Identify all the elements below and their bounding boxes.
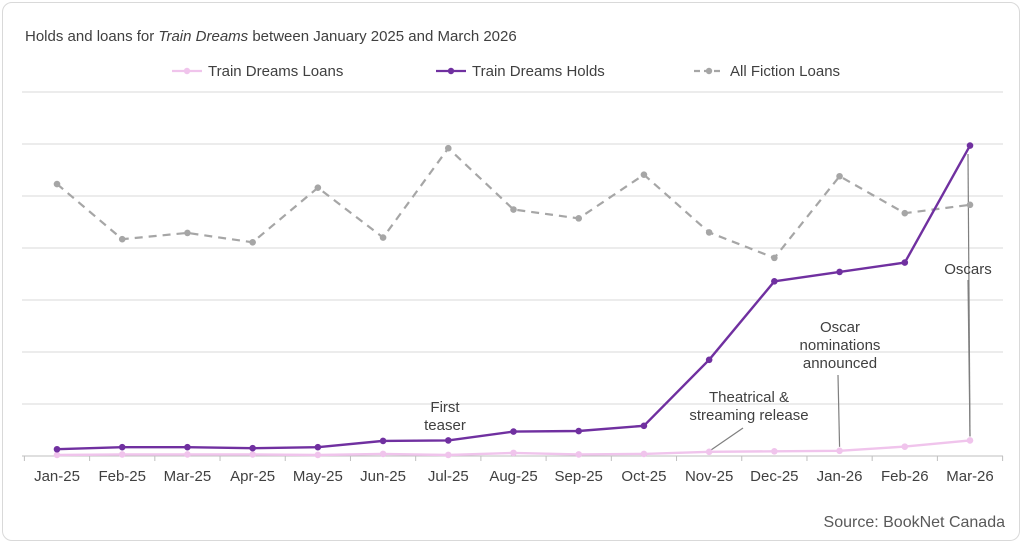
data-point bbox=[640, 450, 648, 458]
data-point bbox=[640, 422, 648, 430]
data-point bbox=[118, 235, 126, 243]
legend: Train Dreams Loans Train Dreams Holds All … bbox=[172, 63, 840, 80]
data-point bbox=[966, 437, 974, 444]
data-point bbox=[249, 444, 256, 452]
data-point bbox=[510, 449, 517, 457]
series-line bbox=[56, 147, 971, 259]
chart-title: Holds and loans for Train Dreams between… bbox=[25, 28, 517, 45]
annotation-label: Theatrical & streaming release bbox=[689, 389, 808, 424]
data-point bbox=[771, 277, 778, 285]
legend-swatch-marker bbox=[705, 67, 713, 75]
x-tick-label: May-25 bbox=[293, 468, 343, 485]
data-point bbox=[836, 172, 843, 180]
chart-title-prefix: Holds and loans for bbox=[25, 28, 158, 45]
x-tick-label: Oct-25 bbox=[621, 468, 666, 485]
data-point bbox=[444, 144, 452, 152]
annotation-leader bbox=[837, 374, 841, 447]
data-point bbox=[249, 451, 256, 458]
legend-swatch-marker bbox=[183, 67, 191, 75]
data-point bbox=[379, 450, 387, 458]
data-point bbox=[314, 184, 322, 191]
legend-item: All Fiction Loans bbox=[694, 63, 840, 80]
data-point bbox=[53, 445, 61, 453]
data-point bbox=[901, 209, 909, 217]
x-tick-label: Mar-25 bbox=[164, 468, 212, 485]
x-tick-label: Jan-26 bbox=[817, 468, 863, 485]
data-point bbox=[705, 356, 713, 364]
series-train-dreams-loans bbox=[53, 437, 974, 459]
data-point bbox=[966, 142, 974, 149]
series-all-fiction-loans bbox=[53, 144, 974, 262]
legend-label: All Fiction Loans bbox=[730, 63, 840, 80]
legend-item: Train Dreams Loans bbox=[172, 63, 343, 80]
annotation-label: Oscars bbox=[944, 261, 992, 278]
data-point bbox=[705, 229, 713, 236]
x-tick-label: Jul-25 bbox=[428, 468, 469, 485]
data-point bbox=[836, 447, 843, 455]
data-point bbox=[575, 451, 583, 458]
data-point bbox=[118, 443, 126, 451]
x-tick-label: Nov-25 bbox=[685, 468, 733, 485]
x-tick-label: Jun-25 bbox=[360, 468, 406, 485]
data-point bbox=[53, 451, 61, 459]
data-point bbox=[640, 171, 648, 178]
x-axis-tick-labels: Jan-25 Feb-25 Mar-25 Apr-25 May-25 Jun-25 Jul-… bbox=[34, 468, 994, 485]
gridlines bbox=[22, 91, 1004, 461]
data-point bbox=[771, 448, 778, 455]
x-tick-label: Mar-26 bbox=[946, 468, 994, 485]
annotation-leaders bbox=[710, 153, 971, 451]
legend-label: Train Dreams Loans bbox=[208, 63, 343, 80]
source-note: Source: BookNet Canada bbox=[824, 514, 1006, 531]
data-point bbox=[575, 427, 583, 435]
data-point bbox=[901, 259, 909, 266]
data-point bbox=[314, 443, 322, 451]
data-point bbox=[184, 229, 191, 237]
annotation-label: First teaser bbox=[424, 399, 466, 434]
data-point bbox=[249, 238, 256, 246]
legend-item: Train Dreams Holds bbox=[436, 63, 605, 80]
data-point bbox=[184, 443, 191, 451]
x-tick-label: Aug-25 bbox=[489, 468, 537, 485]
legend-label: Train Dreams Holds bbox=[472, 63, 605, 80]
legend-swatch-marker bbox=[447, 67, 455, 75]
data-point bbox=[184, 451, 191, 458]
data-point bbox=[118, 451, 126, 458]
data-point bbox=[53, 180, 61, 188]
x-tick-label: Apr-25 bbox=[230, 468, 275, 485]
data-point bbox=[966, 201, 974, 209]
data-point bbox=[444, 451, 452, 459]
data-point bbox=[510, 206, 517, 213]
x-tick-label: Sep-25 bbox=[555, 468, 603, 485]
data-point bbox=[444, 437, 452, 444]
data-point bbox=[705, 448, 713, 456]
data-point bbox=[836, 268, 843, 276]
data-point bbox=[771, 254, 778, 262]
data-point bbox=[379, 437, 387, 445]
x-tick-label: Jan-25 bbox=[34, 468, 80, 485]
annotation-leader bbox=[710, 427, 744, 451]
chart-title-italic: Train Dreams bbox=[158, 28, 248, 45]
x-tick-label: Feb-26 bbox=[881, 468, 929, 485]
series-layer bbox=[53, 142, 974, 459]
data-point bbox=[379, 234, 387, 241]
annotation-leader bbox=[967, 279, 971, 437]
data-point bbox=[575, 215, 583, 222]
data-point bbox=[510, 428, 517, 435]
annotations: First teaser Theatrical & streaming release… bbox=[424, 261, 992, 434]
chart-title-suffix: between January 2025 and March 2026 bbox=[248, 28, 517, 45]
x-tick-label: Feb-25 bbox=[98, 468, 146, 485]
data-point bbox=[901, 443, 909, 450]
data-point bbox=[314, 451, 322, 459]
annotation-label: Oscar nominations announced bbox=[800, 319, 881, 372]
x-tick-label: Dec-25 bbox=[750, 468, 798, 485]
series-train-dreams-holds bbox=[53, 142, 974, 453]
